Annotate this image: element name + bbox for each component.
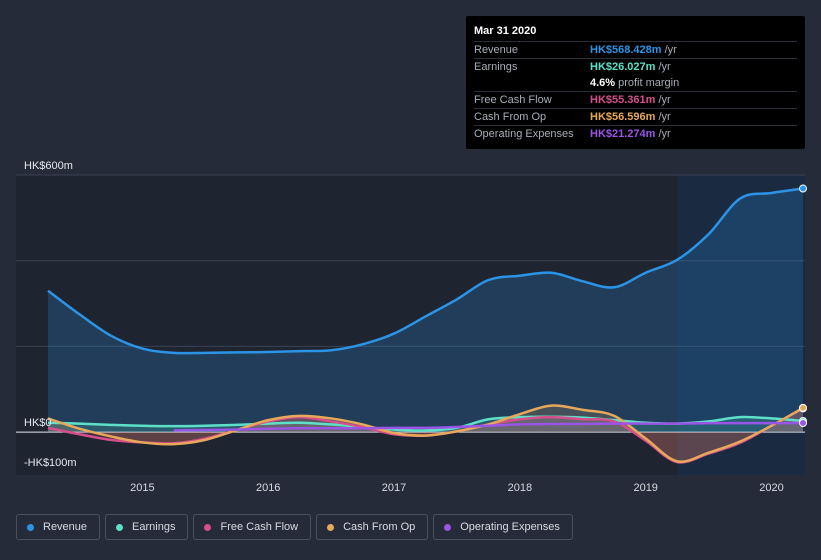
tooltip-label: Earnings [474,61,518,73]
tooltip-label [474,75,590,91]
legend-dot-icon [116,523,124,531]
endpoint-revenue [799,184,807,193]
legend-label: Operating Expenses [460,521,560,533]
legend-item-earnings[interactable]: Earnings [105,514,189,540]
tooltip-unit: /yr [658,128,671,140]
legend-dot-icon [444,523,452,531]
tooltip-row-earnings: Earnings HK$26.027m /yr [474,58,797,75]
legend-dot-icon [204,523,212,531]
endpoint-cash-from-op [799,403,807,412]
tooltip-row-free-cash-flow: Free Cash Flow HK$55.361m /yr [474,91,797,108]
tooltip-label: Operating Expenses [474,128,574,140]
y-label: HK$600m [24,160,73,172]
tooltip-unit: /yr [658,94,671,106]
line-revenue [47,187,804,355]
x-tick-label: 2016 [256,482,280,494]
tooltip-date: Mar 31 2020 [474,25,537,37]
x-axis-tick-labels: 2015 2016 2017 2018 2019 2020 [130,482,784,494]
y-label: -HK$100m [24,457,77,469]
x-tick-label: 2019 [633,482,657,494]
legend-item-free-cash-flow[interactable]: Free Cash Flow [193,514,312,540]
tooltip-value: HK$568.428m [590,44,662,56]
tooltip-value: HK$56.596m [590,111,656,123]
legend-item-cash-from-op[interactable]: Cash From Op [316,514,429,540]
tooltip-row-cash-from-op: Cash From Op HK$56.596m /yr [474,108,797,125]
tooltip-row-revenue: Revenue HK$568.428m /yr [474,41,797,58]
legend-label: Earnings [132,521,176,533]
series-lines [47,187,804,464]
legend-label: Cash From Op [343,521,416,533]
x-tick-label: 2020 [759,482,783,494]
tooltip-label: Free Cash Flow [474,94,552,106]
endpoint-operating-expenses [799,419,807,428]
x-tick-label: 2017 [382,482,406,494]
tooltip-value: 4.6% [590,77,616,89]
tooltip-label: Revenue [474,44,519,56]
data-tooltip: Mar 31 2020 Revenue HK$568.428m /yr Earn… [466,16,805,149]
tooltip-row-profit-margin: 4.6% profit margin [474,75,797,91]
legend-dot-icon [327,523,335,531]
series-endpoints [799,184,807,428]
x-tick-label: 2018 [508,482,532,494]
legend-dot-icon [27,523,34,531]
tooltip-value: HK$26.027m [590,61,656,73]
highlight-rect [677,175,805,475]
x-tick-label: 2015 [130,482,154,494]
y-axis-labels: HK$600m HK$0 -HK$100m [24,160,77,469]
tooltip-label: Cash From Op [474,111,547,123]
line-cash-from-op [47,404,804,463]
chart-legend: Revenue Earnings Free Cash Flow Cash Fro… [16,514,573,540]
legend-item-operating-expenses[interactable]: Operating Expenses [433,514,573,540]
tooltip-unit: /yr [658,61,671,73]
line-operating-expenses [173,421,804,432]
legend-label: Revenue [43,521,88,533]
legend-item-revenue[interactable]: Revenue [16,514,101,540]
tooltip-unit: /yr [664,44,677,56]
legend-label: Free Cash Flow [220,521,299,533]
forecast-highlight-region [677,175,805,475]
tooltip-value: HK$21.274m [590,128,656,140]
tooltip-unit: profit margin [618,77,680,89]
y-label: HK$0 [24,417,52,429]
area-revenue [48,188,803,433]
tooltip-unit: /yr [658,111,671,123]
tooltip-value: HK$55.361m [590,94,656,106]
tooltip-row-operating-expenses: Operating Expenses HK$21.274m /yr [474,125,797,142]
